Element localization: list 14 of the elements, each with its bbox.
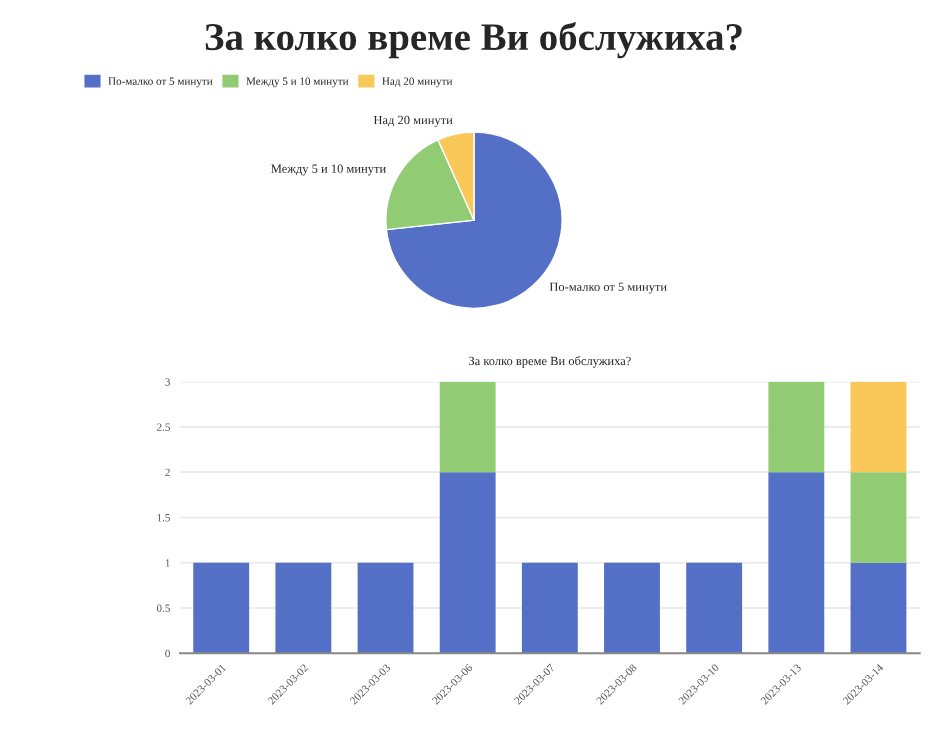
bar (768, 472, 825, 654)
bar (521, 562, 578, 654)
chart-title: За колко време Ви обслужиха? (205, 22, 742, 59)
bar (604, 562, 660, 654)
bar (850, 472, 907, 563)
bar (439, 381, 496, 473)
bar (850, 381, 907, 473)
bar (357, 562, 414, 654)
bar (686, 562, 743, 654)
bar (850, 562, 907, 654)
bar (439, 472, 496, 654)
bar (275, 562, 332, 654)
bar (193, 562, 250, 654)
bar (768, 381, 825, 473)
